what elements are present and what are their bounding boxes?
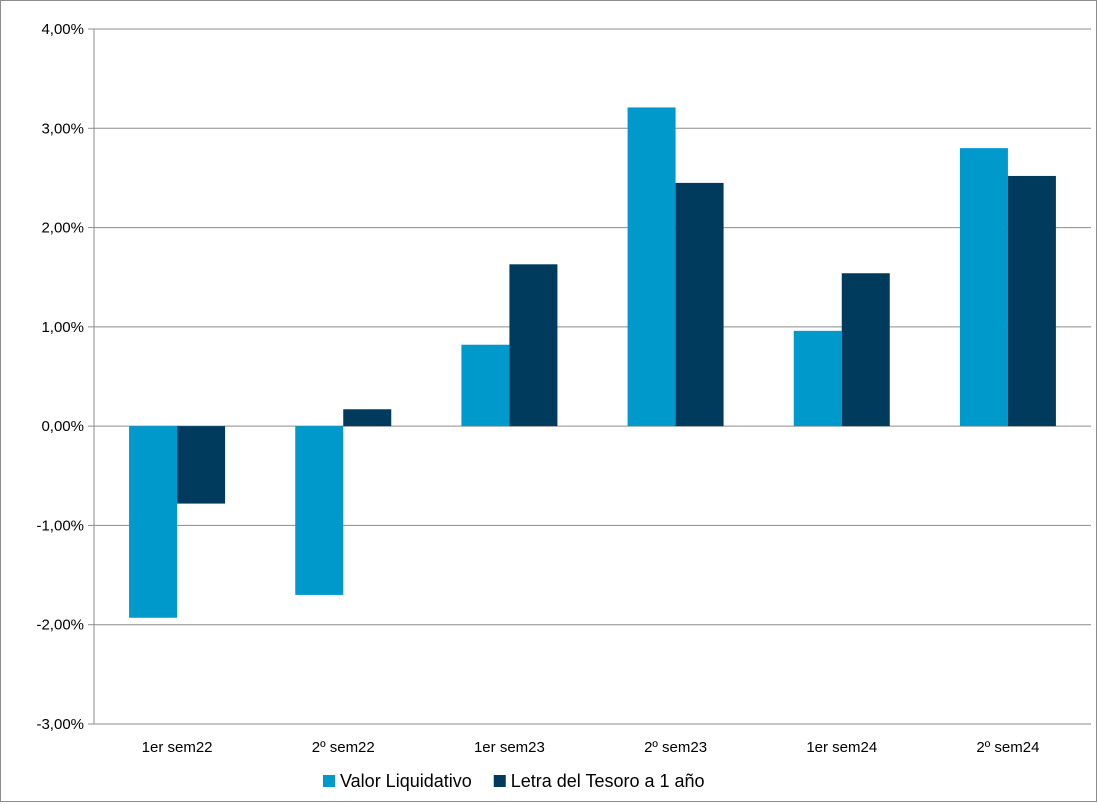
bar [129, 426, 178, 618]
y-tick-label: 2,00% [41, 220, 84, 237]
y-axis-tick-labels: 4,00% 3,00% 2,00% 1,00% 0,00% -1,00% -2,00% -3,… [36, 21, 84, 733]
bar [343, 409, 392, 427]
legend-label: Valor Liquidativo [340, 771, 472, 791]
legend-swatch [323, 775, 335, 787]
x-tick-label: 2º sem23 [644, 739, 707, 756]
bars [129, 107, 1056, 618]
x-tick-label: 1er sem24 [806, 739, 877, 756]
bar [1007, 175, 1056, 427]
legend-swatch [493, 775, 506, 787]
bar [959, 148, 1008, 427]
x-tick-label: 1er sem22 [142, 739, 213, 756]
y-tick-label: 3,00% [41, 120, 84, 137]
x-tick-label: 2º sem24 [976, 739, 1039, 756]
bar [675, 182, 724, 427]
bar [295, 426, 344, 595]
bar [841, 273, 890, 427]
gridlines [88, 28, 1091, 725]
y-tick-label: 4,00% [41, 21, 84, 38]
bar [177, 426, 226, 504]
x-tick-label: 2º sem22 [312, 739, 375, 756]
bar [509, 264, 558, 427]
x-axis-tick-labels: 1er sem22 2º sem22 1er sem23 2º sem23 1er se… [142, 739, 1040, 756]
bar [793, 330, 842, 427]
y-tick-label: -3,00% [36, 716, 84, 733]
x-tick-label: 1er sem23 [474, 739, 545, 756]
legend-label: Letra del Tesoro a 1 año [511, 771, 705, 791]
bar [461, 344, 510, 427]
y-tick-label: 1,00% [41, 319, 84, 336]
y-tick-label: -1,00% [36, 517, 84, 534]
legend: Valor Liquidativo Letra del Tesoro a 1 añ… [323, 771, 705, 791]
y-tick-label: 0,00% [41, 418, 84, 435]
y-tick-label: -2,00% [36, 617, 84, 634]
bar [627, 107, 676, 427]
